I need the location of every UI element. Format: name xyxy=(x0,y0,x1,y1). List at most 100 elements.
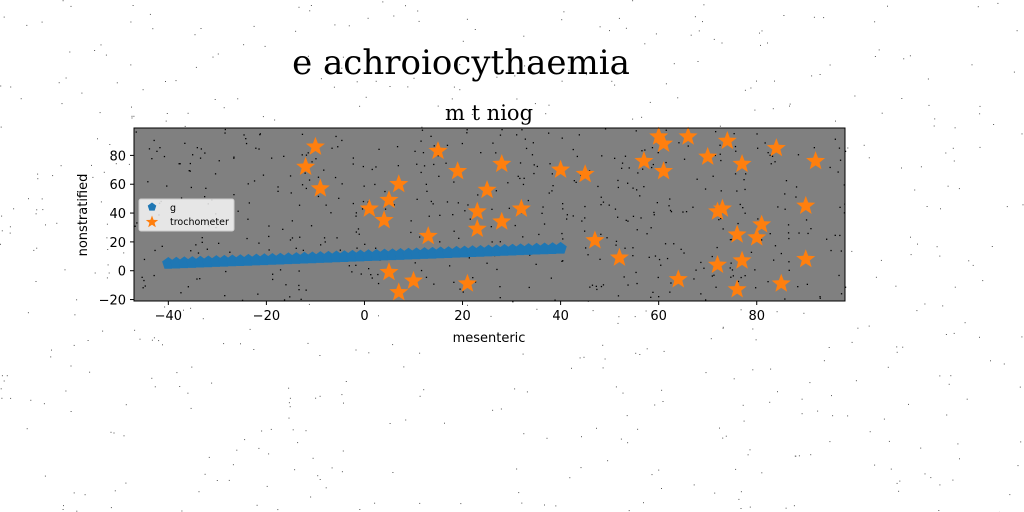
series-g-point xyxy=(162,257,175,269)
speckle-dot xyxy=(74,314,76,316)
speckle-dot xyxy=(735,468,737,470)
speckle-dot xyxy=(468,257,470,259)
speckle-dot xyxy=(420,171,422,174)
speckle-dot xyxy=(641,116,643,118)
speckle-dot xyxy=(298,289,300,291)
speckle-dot xyxy=(844,286,847,288)
speckle-dot xyxy=(205,187,207,189)
speckle-dot xyxy=(1021,133,1023,135)
speckle-dot xyxy=(979,105,981,107)
speckle-dot xyxy=(419,352,421,354)
speckle-dot xyxy=(341,67,343,69)
speckle-dot xyxy=(499,241,501,243)
speckle-dot xyxy=(869,431,871,433)
series-trochometer-point xyxy=(511,198,531,217)
speckle-dot xyxy=(1,230,3,232)
series-g-point xyxy=(298,251,311,264)
speckle-dot xyxy=(389,423,391,424)
speckle-dot xyxy=(298,270,300,272)
speckle-dot xyxy=(258,148,260,150)
speckle-dot xyxy=(73,492,75,494)
speckle-dot xyxy=(355,264,357,266)
speckle-dot xyxy=(840,293,843,295)
speckle-dot xyxy=(628,167,630,169)
speckle-dot xyxy=(268,235,270,238)
speckle-dot xyxy=(924,473,926,475)
series-g-point xyxy=(234,254,247,266)
speckle-dot xyxy=(759,32,760,34)
speckle-dot xyxy=(550,277,552,279)
speckle-dot xyxy=(87,340,89,341)
speckle-dot xyxy=(94,50,96,51)
speckle-dot xyxy=(116,82,118,84)
series-g-point xyxy=(362,249,375,262)
speckle-dot xyxy=(642,168,644,170)
speckle-dot xyxy=(733,378,735,380)
speckle-dot xyxy=(323,169,325,171)
speckle-dot xyxy=(561,260,563,262)
speckle-dot xyxy=(291,237,294,239)
speckle-dot xyxy=(990,360,991,362)
speckle-dot xyxy=(1009,494,1011,496)
speckle-dot xyxy=(223,107,225,109)
speckle-dot xyxy=(444,422,445,424)
speckle-dot xyxy=(477,194,479,196)
speckle-dot xyxy=(151,339,153,341)
speckle-dot xyxy=(597,185,599,188)
speckle-dot xyxy=(543,223,546,225)
speckle-dot xyxy=(136,222,138,224)
speckle-dot xyxy=(317,176,320,178)
speckle-dot xyxy=(56,222,58,224)
speckle-dot xyxy=(583,356,585,358)
speckle-dot xyxy=(551,173,553,175)
speckle-dot xyxy=(341,394,343,396)
speckle-dot xyxy=(692,206,694,208)
series-g-point xyxy=(426,246,439,259)
speckle-dot xyxy=(301,154,303,156)
speckle-dot xyxy=(439,241,441,243)
speckle-dot xyxy=(218,242,220,244)
speckle-dot xyxy=(516,134,518,136)
speckle-dot xyxy=(368,268,370,270)
speckle-dot xyxy=(262,174,265,176)
speckle-dot xyxy=(840,250,842,252)
speckle-dot xyxy=(788,269,790,271)
speckle-dot xyxy=(720,190,722,192)
speckle-dot xyxy=(645,310,647,312)
speckle-dot xyxy=(462,291,464,293)
speckle-dot xyxy=(650,227,652,229)
speckle-dot xyxy=(457,202,459,204)
speckle-dot xyxy=(492,142,494,144)
speckle-dot xyxy=(830,249,832,252)
series-g-point xyxy=(266,253,279,265)
speckle-dot xyxy=(125,404,127,406)
speckle-dot xyxy=(602,344,604,346)
speckle-dot xyxy=(405,419,407,421)
speckle-dot xyxy=(310,5,312,6)
speckle-dot xyxy=(658,469,660,471)
speckle-dot xyxy=(317,475,319,477)
speckle-dot xyxy=(0,85,2,87)
speckle-dot xyxy=(367,17,369,19)
speckle-dot xyxy=(190,186,192,189)
speckle-dot xyxy=(454,117,455,119)
speckle-dot xyxy=(99,112,101,114)
speckle-dot xyxy=(653,214,655,216)
speckle-dot xyxy=(368,352,370,354)
speckle-dot xyxy=(711,255,713,258)
speckle-dot xyxy=(201,237,203,239)
speckle-dot xyxy=(197,252,200,254)
speckle-dot xyxy=(229,251,231,253)
speckle-dot xyxy=(84,494,86,496)
speckle-dot xyxy=(743,420,745,422)
speckle-dot xyxy=(228,479,230,481)
speckle-dot xyxy=(291,220,293,222)
x-tick-label: −20 xyxy=(253,309,280,324)
speckle-dot xyxy=(829,64,831,66)
speckle-dot xyxy=(128,163,130,165)
speckle-dot xyxy=(585,247,587,249)
speckle-dot xyxy=(545,113,547,115)
speckle-dot xyxy=(710,338,712,340)
speckle-dot xyxy=(838,147,841,149)
speckle-dot xyxy=(764,142,766,144)
